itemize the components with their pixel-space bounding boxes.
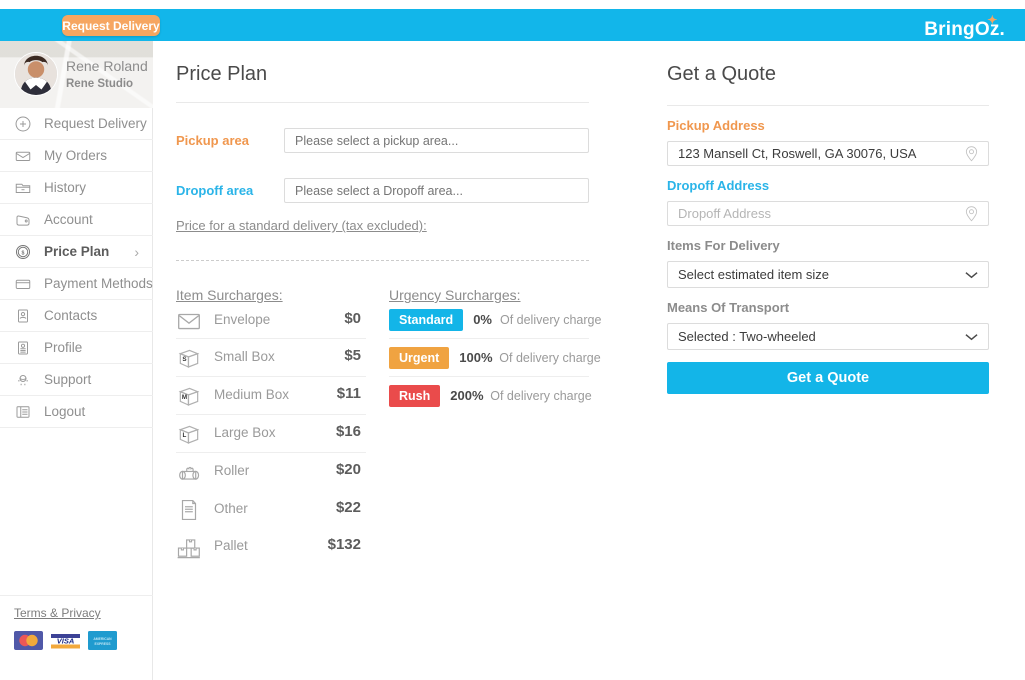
svg-text:M: M: [182, 394, 187, 401]
svg-text:AMERICAN: AMERICAN: [93, 637, 112, 641]
svg-text:L: L: [183, 432, 187, 439]
svg-text:EXPRESS: EXPRESS: [94, 642, 111, 646]
svg-text:S: S: [182, 356, 186, 363]
svg-text:VISA: VISA: [57, 637, 75, 646]
svg-text:$: $: [22, 250, 25, 256]
